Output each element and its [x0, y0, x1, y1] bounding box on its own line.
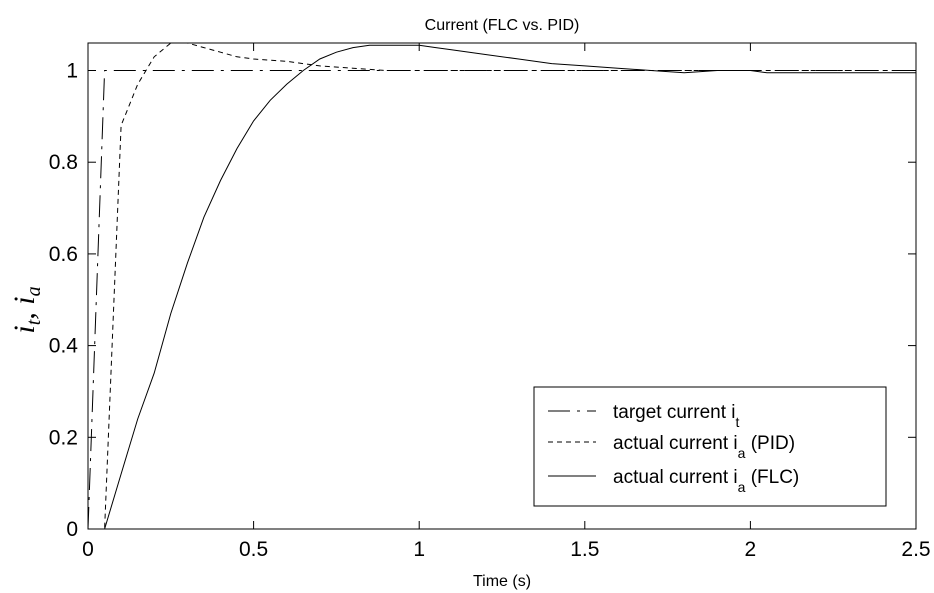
x-tick-label: 1.5 [570, 538, 599, 561]
x-tick-label: 2.5 [901, 538, 930, 561]
y-axis-label: it, ia [8, 286, 45, 333]
chart-title: Current (FLC vs. PID) [425, 17, 580, 34]
y-axis-label-sub2: a [23, 286, 45, 296]
legend-entry: actual current ia (PID) [613, 433, 795, 461]
legend-entry: target current it [613, 402, 740, 430]
y-tick-label: 0.6 [49, 243, 78, 266]
x-tick-label: 2 [745, 538, 757, 561]
y-axis-label-i1: i [8, 325, 41, 333]
y-tick-label: 0.8 [49, 151, 78, 174]
y-axis-label-i2: i [8, 296, 41, 304]
legend-box [533, 386, 887, 507]
y-axis-label-sep: , [8, 305, 41, 320]
axis-ticks: 0 0.5 1 1.5 2 2.5 0 0.2 0.4 0.6 0.8 1 [49, 43, 931, 561]
y-tick-label: 0.2 [49, 426, 78, 449]
legend-entry: actual current ia (FLC) [613, 467, 799, 495]
series-layer [87, 42, 916, 530]
x-tick-label: 0 [82, 538, 94, 561]
x-axis-label: Time (s) [473, 573, 531, 590]
y-axis-label-sub1: t [23, 319, 45, 325]
legend: target current it actual current ia (PID)… [533, 386, 887, 507]
plot-area-frame [87, 42, 917, 530]
series-line-dashdot [87, 70, 916, 530]
x-tick-label: 0.5 [239, 538, 268, 561]
series-line-solid [104, 44, 916, 530]
y-tick-label: 0 [66, 518, 78, 541]
y-tick-label: 1 [66, 60, 78, 83]
y-tick-label: 0.4 [49, 335, 79, 358]
series-line-dashed [88, 42, 916, 530]
x-tick-label: 1 [413, 538, 425, 561]
